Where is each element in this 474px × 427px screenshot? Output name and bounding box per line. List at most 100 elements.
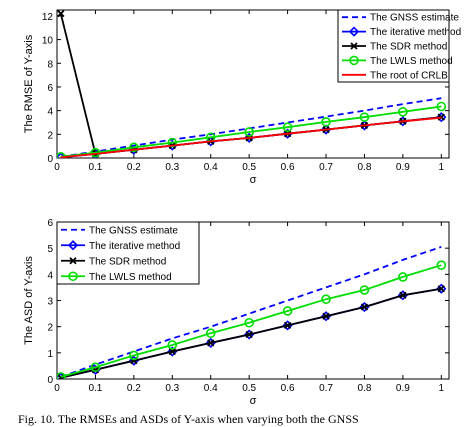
data-point-1 bbox=[320, 124, 332, 135]
y-tick-label: 0 bbox=[47, 375, 53, 386]
data-point-1 bbox=[282, 128, 293, 139]
data-point-1 bbox=[436, 283, 447, 294]
legend: The GNSS estimate The iterative method The… bbox=[337, 9, 461, 83]
x-tick-label: 1 bbox=[439, 162, 445, 173]
data-point-3 bbox=[359, 112, 370, 122]
y-axis-label: The ASD of Y-axis bbox=[23, 256, 35, 345]
y-tick-label: 2 bbox=[47, 323, 53, 334]
x-tick-label: 0 bbox=[54, 162, 60, 173]
legend-label: The SDR method bbox=[89, 256, 166, 267]
x-tick-label: 0.5 bbox=[242, 162, 256, 173]
legend-marker bbox=[349, 55, 359, 66]
x-tick-label: 0.6 bbox=[281, 383, 295, 394]
series-layer bbox=[57, 10, 447, 158]
legend-label: The LWLS method bbox=[89, 272, 172, 283]
data-point-1 bbox=[167, 140, 178, 151]
x-tick-label: 0.1 bbox=[88, 383, 102, 394]
x-tick-label: 0.1 bbox=[88, 162, 102, 173]
data-point-2 bbox=[168, 347, 176, 356]
data-point-3 bbox=[244, 127, 254, 137]
series-line-4 bbox=[60, 116, 442, 158]
x-tick-label: 0.5 bbox=[242, 383, 256, 394]
data-point-3 bbox=[167, 137, 178, 148]
y-tick-label: 1 bbox=[47, 349, 53, 360]
data-point-3 bbox=[321, 294, 331, 304]
data-point-1 bbox=[436, 112, 447, 123]
series-line-3 bbox=[60, 264, 442, 378]
data-point-1 bbox=[397, 116, 409, 127]
data-point-3 bbox=[244, 317, 254, 328]
legend-marker bbox=[69, 257, 77, 265]
data-point-2 bbox=[437, 285, 445, 293]
x-tick-label: 0.6 bbox=[281, 162, 295, 173]
data-point-3 bbox=[57, 372, 66, 379]
y-tick-label: 5 bbox=[47, 244, 53, 255]
data-point-1 bbox=[244, 132, 255, 144]
data-point-3 bbox=[282, 122, 293, 133]
data-point-3 bbox=[398, 272, 408, 282]
x-tick-label: 0.8 bbox=[357, 383, 371, 394]
data-point-2 bbox=[207, 339, 215, 347]
legend-label: The LWLS method bbox=[370, 56, 453, 67]
legend-marker bbox=[68, 271, 78, 282]
series-line-3 bbox=[60, 105, 442, 158]
x-tick-label: 0.9 bbox=[396, 383, 410, 394]
data-point-2 bbox=[322, 312, 330, 320]
legend-label: The iterative method bbox=[89, 241, 180, 252]
y-axis-label: The RMSE of Y-axis bbox=[23, 34, 35, 133]
data-point-2 bbox=[245, 330, 253, 339]
data-point-3 bbox=[436, 101, 447, 112]
x-tick-label: 0.7 bbox=[319, 383, 333, 394]
legend: The GNSS estimate The iterative method The… bbox=[56, 221, 200, 285]
legend-marker bbox=[348, 26, 360, 37]
data-point-2 bbox=[283, 321, 292, 329]
figure-caption: Fig. 10. The RMSEs and ASDs of Y-axis wh… bbox=[18, 412, 359, 426]
data-point-3 bbox=[90, 362, 101, 373]
data-point-1 bbox=[359, 120, 370, 131]
legend-label: The iterative method bbox=[370, 27, 461, 38]
x-axis-label: σ bbox=[250, 174, 257, 186]
x-tick-label: 0.2 bbox=[127, 162, 141, 173]
legend-box bbox=[56, 221, 200, 285]
data-point-3 bbox=[282, 306, 293, 316]
x-tick-label: 0.7 bbox=[319, 162, 333, 173]
series-line-0 bbox=[60, 246, 442, 378]
x-tick-label: 0.9 bbox=[396, 162, 410, 173]
data-point-3 bbox=[129, 142, 139, 153]
y-tick-label: 6 bbox=[47, 218, 53, 229]
data-point-3 bbox=[129, 350, 139, 361]
data-point-2 bbox=[360, 303, 369, 311]
data-point-2 bbox=[57, 10, 65, 18]
asd-chart: 0 0.1 0.2 0.3 0.4 0.5 0.6 0.7 0.8 0.9 1 0 1 2 3 4 5 6 σ The… bbox=[23, 218, 450, 407]
x-tick-label: 0.3 bbox=[165, 162, 179, 173]
legend-label: The root of CRLB bbox=[370, 70, 448, 81]
series-layer bbox=[57, 246, 447, 379]
x-tick-label: 0.3 bbox=[165, 383, 179, 394]
legend-label: The GNSS estimate bbox=[89, 225, 178, 236]
y-tick-label: 8 bbox=[47, 59, 53, 70]
x-axis-label: σ bbox=[250, 395, 257, 407]
legend-marker bbox=[67, 240, 79, 251]
x-tick-label: 0 bbox=[54, 383, 60, 394]
y-tick-label: 3 bbox=[47, 297, 53, 308]
data-point-3 bbox=[205, 328, 216, 339]
x-tick-label: 1 bbox=[439, 383, 445, 394]
y-tick-label: 2 bbox=[47, 130, 53, 141]
data-point-2 bbox=[399, 291, 407, 299]
y-tick-label: 12 bbox=[42, 12, 54, 23]
data-point-3 bbox=[436, 260, 447, 270]
legend-label: The SDR method bbox=[370, 42, 447, 53]
y-tick-label: 10 bbox=[42, 36, 54, 47]
x-tick-label: 0.8 bbox=[357, 162, 371, 173]
rmse-chart: 0 0.1 0.2 0.3 0.4 0.5 0.6 0.7 0.8 0.9 1024681012σT… bbox=[23, 9, 461, 186]
data-point-3 bbox=[359, 285, 370, 295]
x-tick-label: 0.4 bbox=[204, 383, 218, 394]
data-point-2 bbox=[437, 113, 445, 121]
x-tick-label: 0.4 bbox=[204, 162, 218, 173]
x-tick-label: 0.2 bbox=[127, 383, 141, 394]
y-tick-label: 0 bbox=[47, 154, 53, 165]
y-tick-label: 4 bbox=[47, 107, 53, 118]
data-point-3 bbox=[167, 340, 178, 350]
y-tick-label: 6 bbox=[47, 83, 53, 94]
